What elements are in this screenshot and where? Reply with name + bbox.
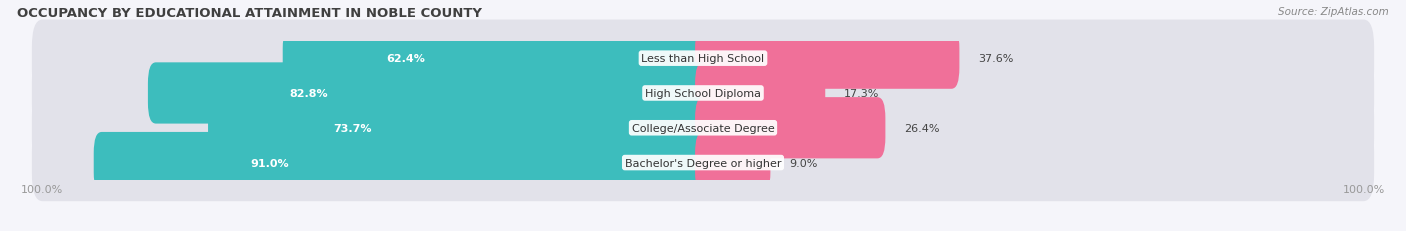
FancyBboxPatch shape (148, 63, 711, 124)
Bar (42, 146, 1364, 180)
Text: High School Diploma: High School Diploma (645, 88, 761, 99)
FancyBboxPatch shape (283, 28, 711, 89)
FancyBboxPatch shape (695, 98, 886, 159)
Text: Bachelor's Degree or higher: Bachelor's Degree or higher (624, 158, 782, 168)
FancyBboxPatch shape (32, 21, 1374, 97)
FancyBboxPatch shape (32, 90, 1374, 167)
FancyBboxPatch shape (695, 28, 959, 89)
FancyBboxPatch shape (695, 63, 825, 124)
Text: 9.0%: 9.0% (789, 158, 817, 168)
Text: College/Associate Degree: College/Associate Degree (631, 123, 775, 133)
Text: OCCUPANCY BY EDUCATIONAL ATTAINMENT IN NOBLE COUNTY: OCCUPANCY BY EDUCATIONAL ATTAINMENT IN N… (17, 7, 482, 20)
Text: Source: ZipAtlas.com: Source: ZipAtlas.com (1278, 7, 1389, 17)
FancyBboxPatch shape (32, 124, 1374, 201)
Text: 37.6%: 37.6% (979, 54, 1014, 64)
Text: 26.4%: 26.4% (904, 123, 939, 133)
FancyBboxPatch shape (94, 132, 711, 193)
Text: 62.4%: 62.4% (387, 54, 426, 64)
FancyBboxPatch shape (208, 98, 711, 159)
Bar (42, 111, 1364, 146)
Text: Less than High School: Less than High School (641, 54, 765, 64)
Bar (42, 42, 1364, 76)
Text: 73.7%: 73.7% (333, 123, 371, 133)
FancyBboxPatch shape (32, 55, 1374, 132)
Text: 91.0%: 91.0% (250, 158, 290, 168)
Text: 82.8%: 82.8% (290, 88, 329, 99)
FancyBboxPatch shape (695, 132, 770, 193)
Text: 17.3%: 17.3% (844, 88, 879, 99)
Bar (42, 76, 1364, 111)
